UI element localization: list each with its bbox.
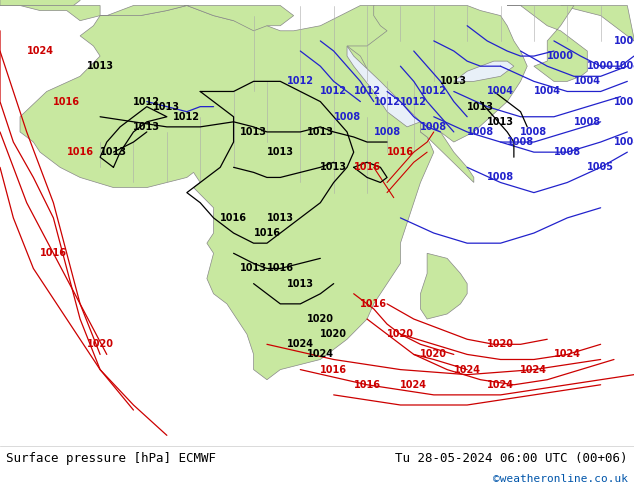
Text: Surface pressure [hPa] ECMWF: Surface pressure [hPa] ECMWF xyxy=(6,452,216,465)
Polygon shape xyxy=(560,5,634,203)
Text: 1004: 1004 xyxy=(534,86,560,97)
Text: 1024: 1024 xyxy=(487,380,514,390)
Text: 1020: 1020 xyxy=(87,339,113,349)
Text: 1013: 1013 xyxy=(287,279,314,289)
Polygon shape xyxy=(0,0,80,5)
Text: 1013: 1013 xyxy=(320,162,347,172)
Text: ©weatheronline.co.uk: ©weatheronline.co.uk xyxy=(493,474,628,484)
Text: 1013: 1013 xyxy=(240,264,267,273)
Text: 1024: 1024 xyxy=(287,339,314,349)
Text: 1024: 1024 xyxy=(521,365,547,374)
Text: 1013: 1013 xyxy=(267,213,294,223)
Polygon shape xyxy=(414,107,474,182)
Text: 1013: 1013 xyxy=(100,147,127,157)
Text: 1020: 1020 xyxy=(387,329,414,339)
Text: 1008: 1008 xyxy=(521,127,547,137)
Text: 1016: 1016 xyxy=(320,365,347,374)
Text: 1013: 1013 xyxy=(267,147,294,157)
Text: 1008: 1008 xyxy=(373,127,401,137)
Text: 1013: 1013 xyxy=(307,127,334,137)
Text: 1012: 1012 xyxy=(173,112,200,122)
Text: 1008: 1008 xyxy=(420,122,448,132)
Polygon shape xyxy=(93,5,294,31)
Text: 1024: 1024 xyxy=(27,46,53,56)
Text: 1000: 1000 xyxy=(587,61,614,71)
Text: 1016: 1016 xyxy=(360,299,387,309)
Text: 1008: 1008 xyxy=(553,147,581,157)
Text: 1016: 1016 xyxy=(67,147,94,157)
Text: 1013: 1013 xyxy=(487,117,514,127)
Text: 1016: 1016 xyxy=(354,162,380,172)
Polygon shape xyxy=(20,5,434,380)
Text: 1008: 1008 xyxy=(333,112,361,122)
Polygon shape xyxy=(0,5,100,21)
Text: 1013: 1013 xyxy=(467,101,494,112)
Text: 1008: 1008 xyxy=(507,137,534,147)
Text: 1008: 1008 xyxy=(614,137,634,147)
Text: 1024: 1024 xyxy=(553,349,581,360)
Text: 1012: 1012 xyxy=(373,97,401,107)
Text: 1000: 1000 xyxy=(547,51,574,61)
Polygon shape xyxy=(454,61,514,81)
Polygon shape xyxy=(347,5,527,142)
Text: 1008: 1008 xyxy=(487,172,514,182)
Text: 1020: 1020 xyxy=(487,339,514,349)
Polygon shape xyxy=(507,5,587,81)
Text: 1012: 1012 xyxy=(320,86,347,97)
Text: 1024: 1024 xyxy=(307,349,334,360)
Text: 1020: 1020 xyxy=(307,314,334,324)
Text: 1016: 1016 xyxy=(354,380,380,390)
Text: 1016: 1016 xyxy=(387,147,414,157)
Polygon shape xyxy=(420,253,467,319)
Text: 1013: 1013 xyxy=(440,76,467,86)
Text: 1012: 1012 xyxy=(420,86,448,97)
Text: 1016: 1016 xyxy=(220,213,247,223)
Text: 1000: 1000 xyxy=(614,36,634,46)
Text: 1016: 1016 xyxy=(40,248,67,258)
Text: 1024: 1024 xyxy=(454,365,481,374)
Text: 1016: 1016 xyxy=(53,97,81,107)
Text: 1012: 1012 xyxy=(133,97,160,107)
Text: 1012: 1012 xyxy=(354,86,380,97)
Text: 1013: 1013 xyxy=(240,127,267,137)
Text: 1008: 1008 xyxy=(574,117,601,127)
Text: 1024: 1024 xyxy=(400,380,427,390)
Text: 1016: 1016 xyxy=(267,264,294,273)
Text: 1013: 1013 xyxy=(133,122,160,132)
Text: 1004: 1004 xyxy=(614,61,634,71)
Text: 1008: 1008 xyxy=(467,127,494,137)
Text: Tu 28-05-2024 06:00 UTC (00+06): Tu 28-05-2024 06:00 UTC (00+06) xyxy=(395,452,628,465)
Text: 1004: 1004 xyxy=(487,86,514,97)
Text: 1013: 1013 xyxy=(153,101,180,112)
Text: 1012: 1012 xyxy=(287,76,314,86)
Text: 1005: 1005 xyxy=(587,162,614,172)
Text: 1016: 1016 xyxy=(254,228,280,238)
Text: 1004: 1004 xyxy=(574,76,601,86)
Text: 1020: 1020 xyxy=(420,349,448,360)
Text: 1012: 1012 xyxy=(400,97,427,107)
Text: 1020: 1020 xyxy=(320,329,347,339)
Text: 1005: 1005 xyxy=(614,97,634,107)
Polygon shape xyxy=(347,46,420,127)
Text: 1013: 1013 xyxy=(87,61,113,71)
